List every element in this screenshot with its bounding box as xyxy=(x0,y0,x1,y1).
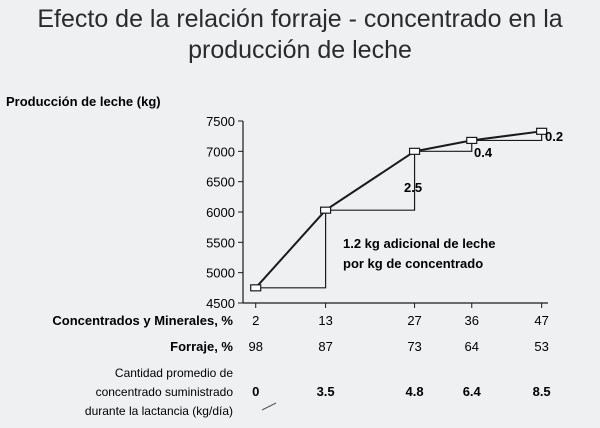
annotation-seg2: 2.5 xyxy=(404,180,422,195)
annotation-seg1-line2: por kg de concentrado xyxy=(343,256,483,271)
concentrate-label-line-2: concentrado suministrado xyxy=(96,385,234,399)
y-tick-label: 6500 xyxy=(206,175,235,190)
annotation-seg1-line1: 1.2 kg adicional de leche xyxy=(343,236,495,251)
increment-bracket xyxy=(414,140,473,152)
concentrate-value: 4.8 xyxy=(406,384,424,399)
concentrate-value: 8.5 xyxy=(533,384,551,399)
annotation-seg3: 0.4 xyxy=(474,145,493,160)
data-point xyxy=(408,147,421,155)
forraje-value: 87 xyxy=(318,339,332,354)
increment-bracket xyxy=(325,151,416,211)
row-values: 2 13 27 36 47 98 87 73 64 53 xyxy=(248,313,548,354)
x-ticks xyxy=(255,303,543,308)
chart-title: Efecto de la relación forraje - concentr… xyxy=(0,4,600,66)
x-tick-label: 47 xyxy=(534,313,548,328)
chart-title-line-1: Efecto de la relación forraje - concentr… xyxy=(37,5,563,33)
data-point xyxy=(536,127,548,135)
chart-title-line-2: producción de leche xyxy=(188,36,412,64)
concentrate-value: 6.4 xyxy=(463,384,482,399)
concentrate-value: 0 xyxy=(252,384,259,399)
forraje-value: 73 xyxy=(407,339,421,354)
row-label-concentrados: Concentrados y Minerales, % xyxy=(52,313,233,328)
y-ticks: 7500 7000 6500 6000 5500 5000 4500 xyxy=(206,114,243,311)
y-axis-label: Producción de leche (kg) xyxy=(6,94,161,109)
x-tick-label: 36 xyxy=(465,313,479,328)
x-tick-label: 2 xyxy=(252,313,259,328)
data-point xyxy=(466,136,478,145)
y-tick-label: 7500 xyxy=(206,114,235,129)
data-point xyxy=(250,284,262,292)
pen-mark xyxy=(261,402,277,411)
forraje-value: 53 xyxy=(534,339,548,354)
data-point xyxy=(320,206,332,214)
x-tick-label: 13 xyxy=(318,313,332,328)
y-tick-label: 7000 xyxy=(206,144,235,159)
row-label-forraje: Forraje, % xyxy=(170,339,233,354)
x-tick-label: 27 xyxy=(407,313,421,328)
forraje-value: 64 xyxy=(465,339,479,354)
data-markers xyxy=(250,127,548,292)
concentrate-value: 3.5 xyxy=(317,384,335,399)
increment-bracket xyxy=(255,210,327,289)
y-tick-label: 4500 xyxy=(206,296,235,311)
concentrate-label-line-1: Cantidad promedio de xyxy=(115,366,233,380)
y-tick-label: 6000 xyxy=(206,205,235,220)
concentrate-values: 0 3.5 4.8 6.4 8.5 xyxy=(252,384,551,399)
forraje-value: 98 xyxy=(248,339,262,354)
y-tick-label: 5000 xyxy=(206,266,235,281)
concentrate-label-line-3: durante la lactancia (kg/día) xyxy=(85,404,233,418)
annotation-seg4: 0.2 xyxy=(545,129,563,144)
y-tick-label: 5500 xyxy=(206,235,235,250)
